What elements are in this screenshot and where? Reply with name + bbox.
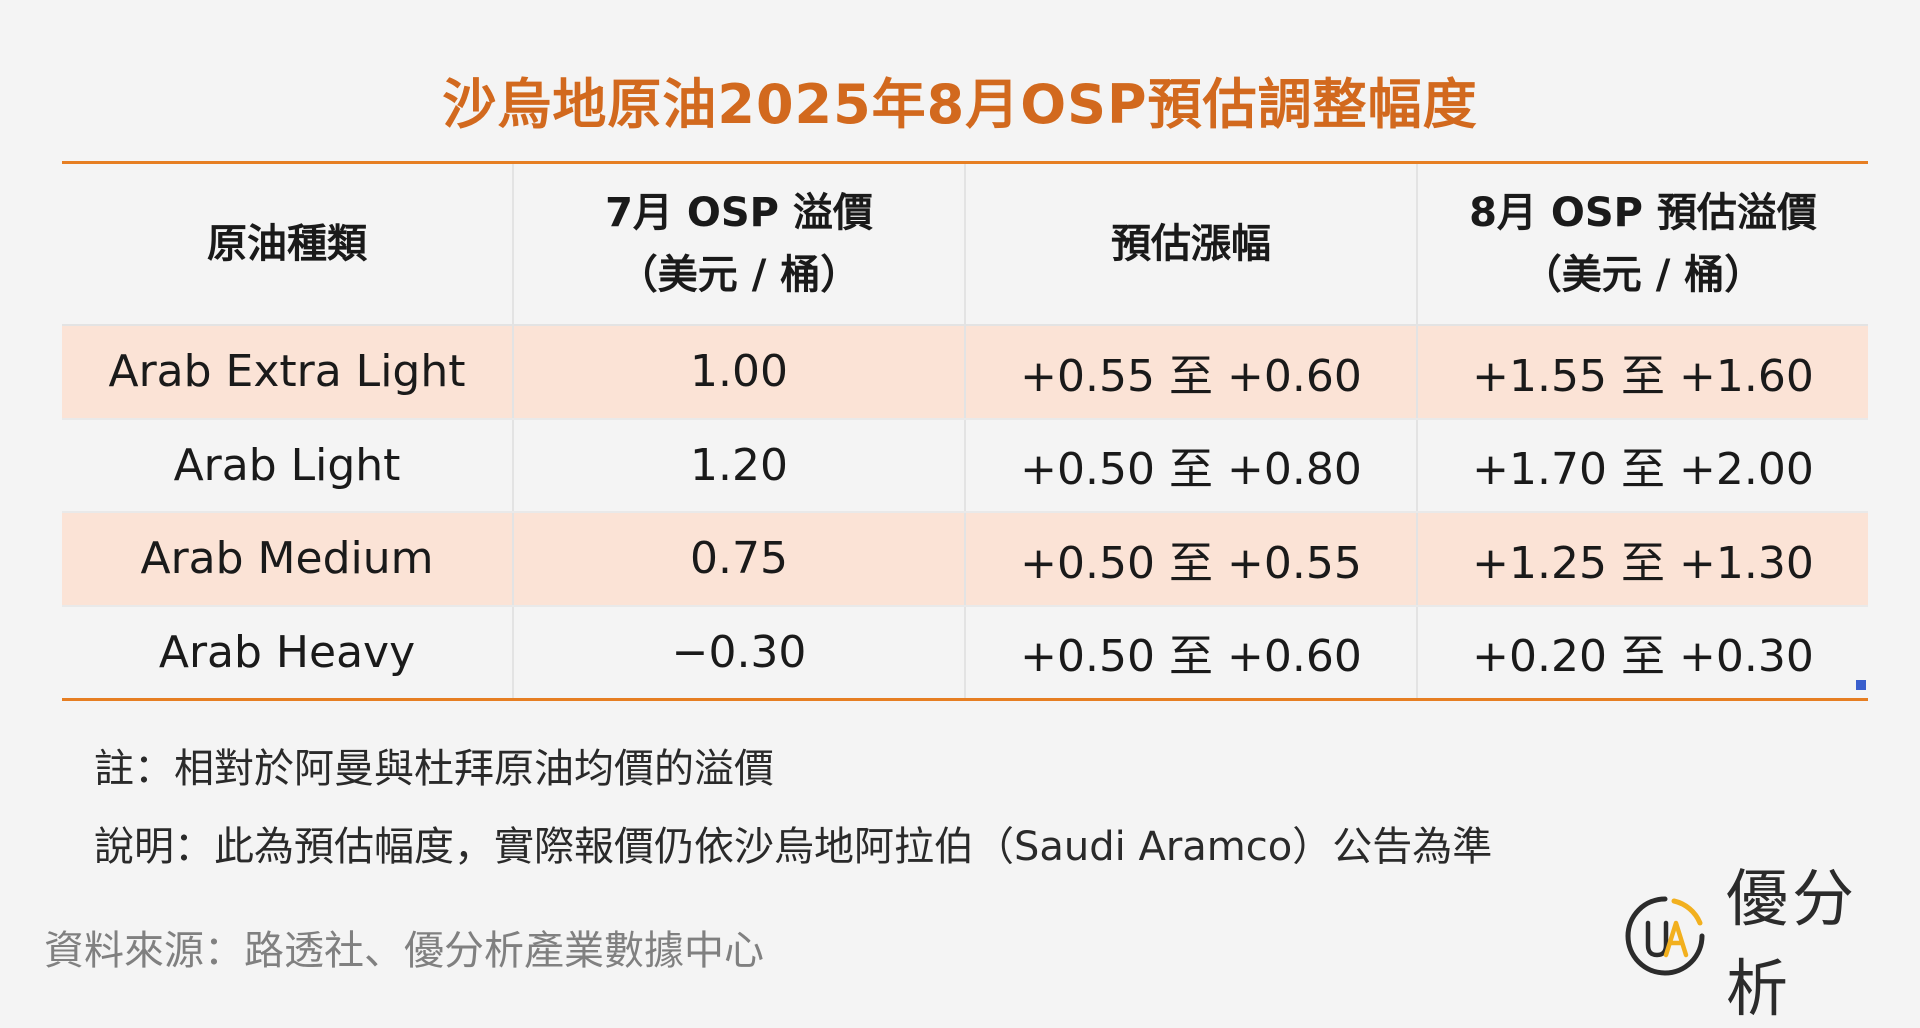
cell-crude-type: Arab Extra Light [108, 346, 466, 398]
cell-crude-type: Arab Light [173, 439, 401, 491]
cell-estimated-change: +0.50 至 +0.80 [964, 419, 1416, 511]
cell-july-osp: 1.20 [512, 419, 964, 511]
cell-crude-type: Arab Heavy [158, 626, 416, 678]
cell-estimated-change: +0.50 至 +0.60 [964, 606, 1416, 698]
header-label: 原油種類 [207, 221, 367, 267]
header-label: 7月 OSP 溢價 [605, 190, 873, 236]
brand-name: 優分析 [1726, 862, 1859, 1025]
cell-august-osp: +1.70 至 +2.00 [1416, 419, 1868, 511]
cell-estimated-change: +0.50 至 +0.55 [964, 513, 1416, 605]
explanation-note: 說明：此為預估幅度，實際報價仍依沙烏地阿拉伯（Saudi Aramco）公告為準 [94, 824, 1493, 870]
header-unit: （美元 / 桶） [617, 252, 861, 298]
cell-estimated-change: +0.55 至 +0.60 [964, 326, 1416, 418]
cell-august-osp: +0.20 至 +0.30 [1416, 606, 1868, 698]
cell-july-osp: 1.00 [512, 326, 964, 418]
header-cell-crude-type: 原油種類 [62, 164, 512, 324]
header-label: 預估漲幅 [1111, 221, 1271, 267]
cell-crude-type: Arab Medium [140, 533, 434, 585]
brand-logo: 優分析 [1622, 862, 1920, 1025]
osp-table: 原油種類 7月 OSP 溢價 （美元 / 桶） 預估漲幅 8月 OSP 預估溢價… [62, 161, 1868, 701]
corner-marker [1856, 680, 1866, 690]
page-title: 沙烏地原油2025年8月OSP預估調整幅度 [442, 73, 1478, 136]
header-cell-july-osp: 7月 OSP 溢價 （美元 / 桶） [512, 164, 964, 324]
cell-august-osp: +1.25 至 +1.30 [1416, 513, 1868, 605]
header-unit: （美元 / 桶） [1521, 252, 1765, 298]
header-label: 8月 OSP 預估溢價 [1469, 190, 1817, 236]
data-source: 資料來源：路透社、優分析產業數據中心 [44, 928, 764, 974]
table-row: Arab Extra Light 1.00 +0.55 至 +0.60 +1.5… [62, 326, 1868, 420]
table-header-row: 原油種類 7月 OSP 溢價 （美元 / 桶） 預估漲幅 8月 OSP 預估溢價… [62, 164, 1868, 326]
cell-august-osp: +1.55 至 +1.60 [1416, 326, 1868, 418]
table-row: Arab Heavy −0.30 +0.50 至 +0.60 +0.20 至 +… [62, 606, 1868, 698]
ua-logo-icon [1622, 893, 1708, 983]
footnote: 註：相對於阿曼與杜拜原油均價的溢價 [94, 746, 774, 792]
header-cell-estimated-change: 預估漲幅 [964, 164, 1416, 324]
table-row: Arab Light 1.20 +0.50 至 +0.80 +1.70 至 +2… [62, 419, 1868, 513]
cell-july-osp: 0.75 [512, 513, 964, 605]
cell-july-osp: −0.30 [512, 606, 964, 698]
header-cell-august-osp: 8月 OSP 預估溢價 （美元 / 桶） [1416, 164, 1868, 324]
table-row: Arab Medium 0.75 +0.50 至 +0.55 +1.25 至 +… [62, 513, 1868, 607]
